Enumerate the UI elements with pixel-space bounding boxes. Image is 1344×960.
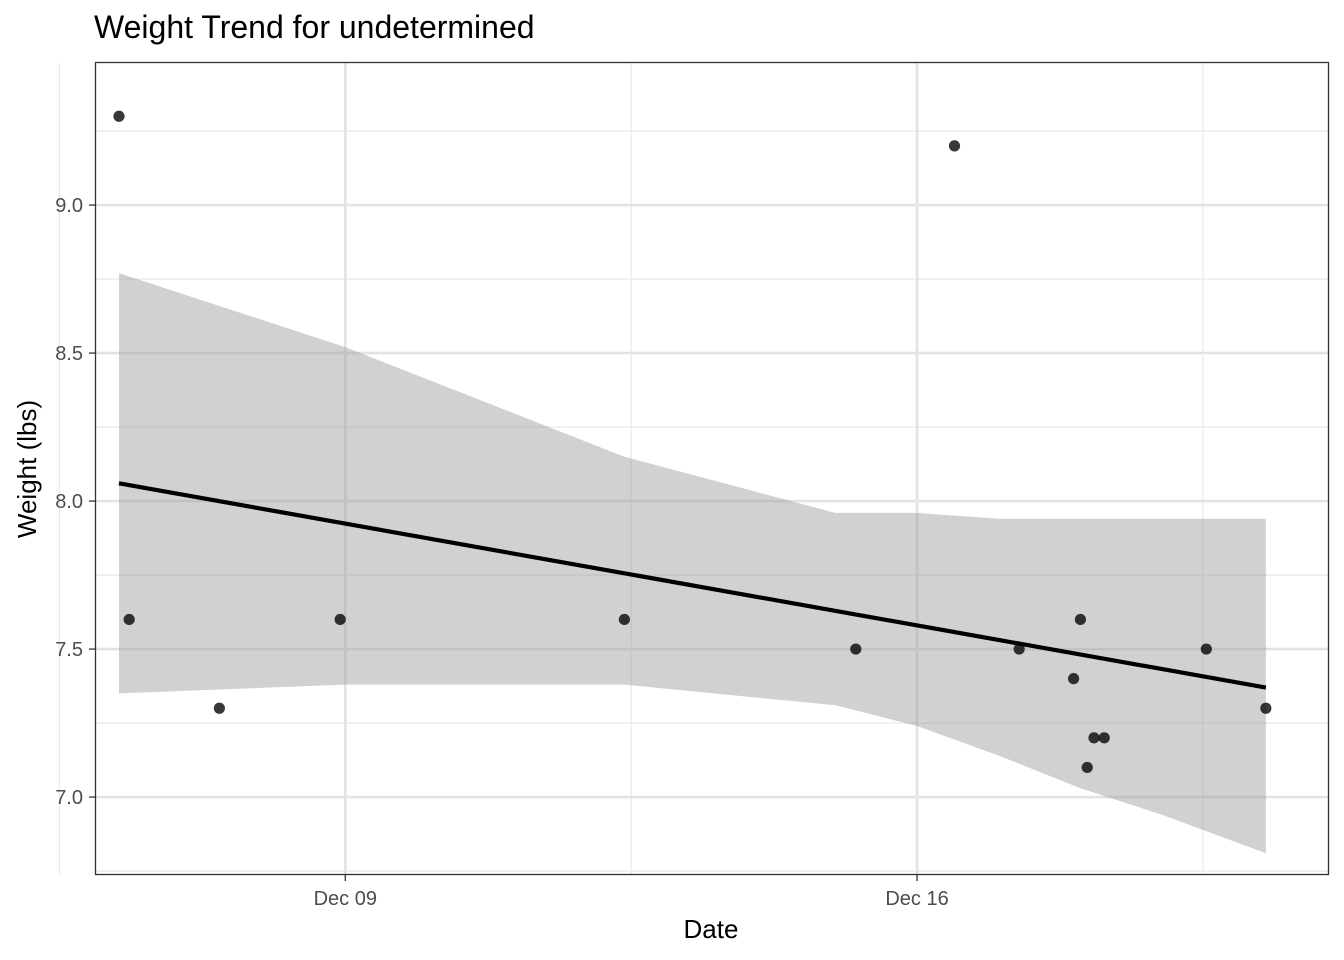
confidence-band-area (119, 273, 1266, 854)
data-point (123, 613, 135, 626)
data-point (1088, 732, 1100, 744)
data-point (334, 613, 346, 626)
data-point (1098, 732, 1110, 744)
data-point (1260, 702, 1272, 714)
data-point (213, 702, 225, 714)
confidence-band (119, 273, 1266, 854)
y-tick-label: 8.5 (55, 343, 83, 365)
x-tick-label: Dec 16 (885, 888, 948, 910)
x-tick-label: Dec 09 (314, 888, 377, 910)
x-axis-title: Date (684, 914, 739, 944)
data-point (1013, 643, 1025, 655)
trend-line (118, 481, 1267, 690)
major-grid (96, 63, 1328, 874)
data-point (850, 643, 862, 655)
data-points (113, 110, 1272, 774)
y-axis: 7.0 7.5 8.0 8.5 9.0 (55, 195, 96, 809)
minor-grid (58, 63, 1328, 874)
y-tick-label: 7.5 (55, 639, 83, 661)
trend-line-path (118, 481, 1267, 690)
data-point (113, 110, 125, 122)
panel-border (94, 61, 1330, 876)
data-point (1074, 613, 1087, 626)
data-point (1068, 673, 1080, 685)
y-tick-label: 7.0 (55, 787, 83, 809)
y-tick-label: 9.0 (55, 195, 83, 217)
x-axis: Dec 09 Dec 16 (314, 874, 949, 910)
y-tick-label: 8.0 (55, 491, 83, 513)
data-point (1200, 643, 1212, 655)
data-point (948, 140, 961, 152)
chart-title: Weight Trend for undetermined (94, 9, 535, 45)
data-point (1081, 761, 1093, 774)
data-point (618, 613, 630, 626)
y-axis-title: Weight (lbs) (12, 400, 42, 538)
